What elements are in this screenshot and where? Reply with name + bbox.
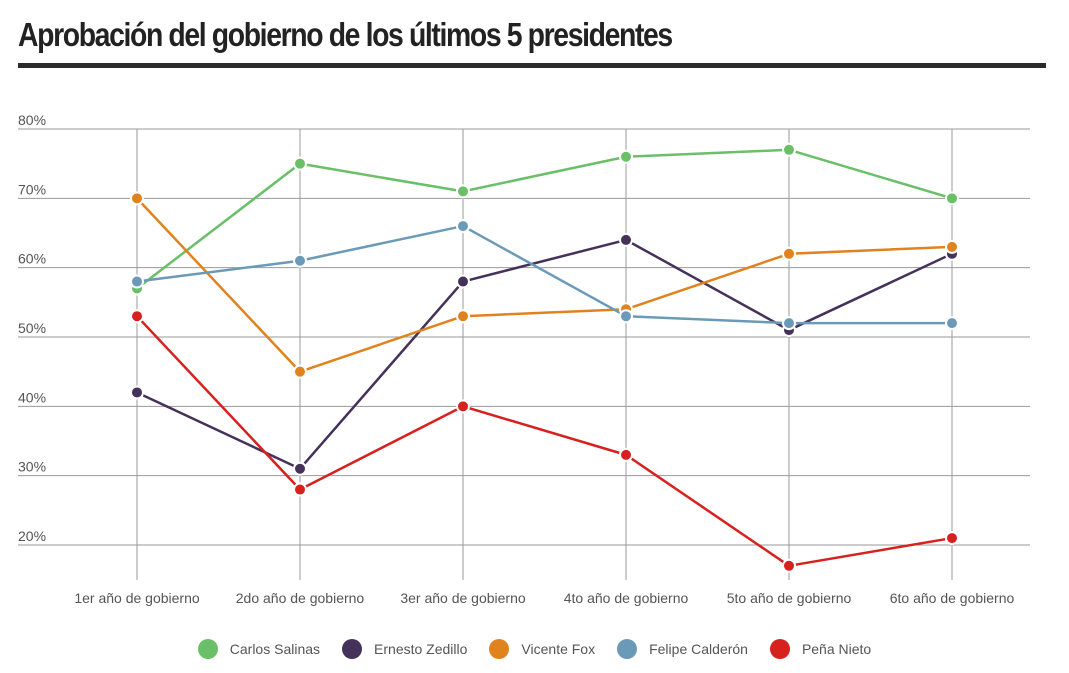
data-point: [782, 246, 796, 261]
data-point: [619, 149, 633, 164]
data-point: [945, 191, 959, 206]
data-point: [293, 364, 307, 379]
data-point: [293, 156, 307, 171]
data-point: [456, 309, 470, 324]
series-points: [130, 142, 959, 573]
legend-label: Ernesto Zedillo: [374, 641, 468, 657]
x-axis-ticks: 1er año de gobierno 2do año de gobierno 3e…: [74, 590, 1014, 606]
data-point: [293, 253, 307, 268]
legend-swatch: [489, 639, 510, 659]
data-point: [293, 461, 307, 476]
legend-label: Carlos Salinas: [229, 641, 321, 657]
legend-item: Ernesto Zedillo: [342, 639, 467, 659]
series-lines: [136, 148, 953, 568]
series-line: [136, 197, 953, 373]
data-point: [619, 309, 633, 324]
legend: Carlos Salinas Ernesto Zedillo Vicente Fox…: [0, 636, 1069, 662]
y-tick-label: 30%: [18, 459, 46, 475]
data-point: [130, 191, 144, 206]
data-point: [293, 482, 307, 497]
legend-swatch: [617, 639, 638, 659]
legend-item: Carlos Salinas: [197, 639, 321, 659]
data-point: [945, 531, 959, 546]
series-line: [136, 238, 953, 470]
x-tick-label: 6to año de gobierno: [890, 590, 1015, 606]
data-point: [130, 385, 144, 400]
series-line: [136, 148, 953, 290]
data-point: [130, 309, 144, 324]
data-point: [945, 316, 959, 331]
data-point: [456, 274, 470, 289]
data-point: [619, 232, 633, 247]
legend-item: Peña Nieto: [769, 639, 872, 659]
data-point: [945, 239, 959, 254]
data-point: [782, 142, 796, 157]
y-axis-ticks: 20% 30% 40% 50% 60% 70% 80%: [18, 112, 46, 544]
legend-swatch: [769, 639, 790, 659]
legend-item: Vicente Fox: [489, 639, 595, 659]
data-point: [782, 316, 796, 331]
y-tick-label: 40%: [18, 389, 46, 405]
y-tick-label: 50%: [18, 320, 46, 336]
data-point: [456, 219, 470, 234]
data-point: [456, 184, 470, 199]
grid-lines: [18, 128, 1030, 580]
x-tick-label: 3er año de gobierno: [400, 590, 526, 606]
x-tick-label: 1er año de gobierno: [74, 590, 200, 606]
legend-label: Peña Nieto: [801, 641, 872, 657]
data-point: [456, 399, 470, 414]
y-tick-label: 80%: [18, 112, 46, 128]
legend-label: Felipe Calderón: [649, 641, 748, 657]
legend-item: Felipe Calderón: [617, 639, 748, 659]
x-tick-label: 5to año de gobierno: [727, 590, 852, 606]
data-point: [782, 558, 796, 573]
x-tick-label: 2do año de gobierno: [236, 590, 365, 606]
legend-label: Vicente Fox: [521, 641, 596, 657]
y-tick-label: 20%: [18, 528, 46, 544]
chart-title: Aprobación del gobierno de los últimos 5…: [18, 16, 673, 53]
y-tick-label: 60%: [18, 251, 46, 267]
legend-swatch: [342, 639, 363, 659]
series-line: [136, 224, 952, 325]
data-point: [619, 447, 633, 462]
data-point: [130, 274, 144, 289]
series-line: [136, 315, 953, 568]
y-tick-label: 70%: [18, 181, 46, 197]
legend-swatch: [197, 639, 218, 659]
x-tick-label: 4to año de gobierno: [564, 590, 689, 606]
title-divider: [18, 63, 1046, 68]
